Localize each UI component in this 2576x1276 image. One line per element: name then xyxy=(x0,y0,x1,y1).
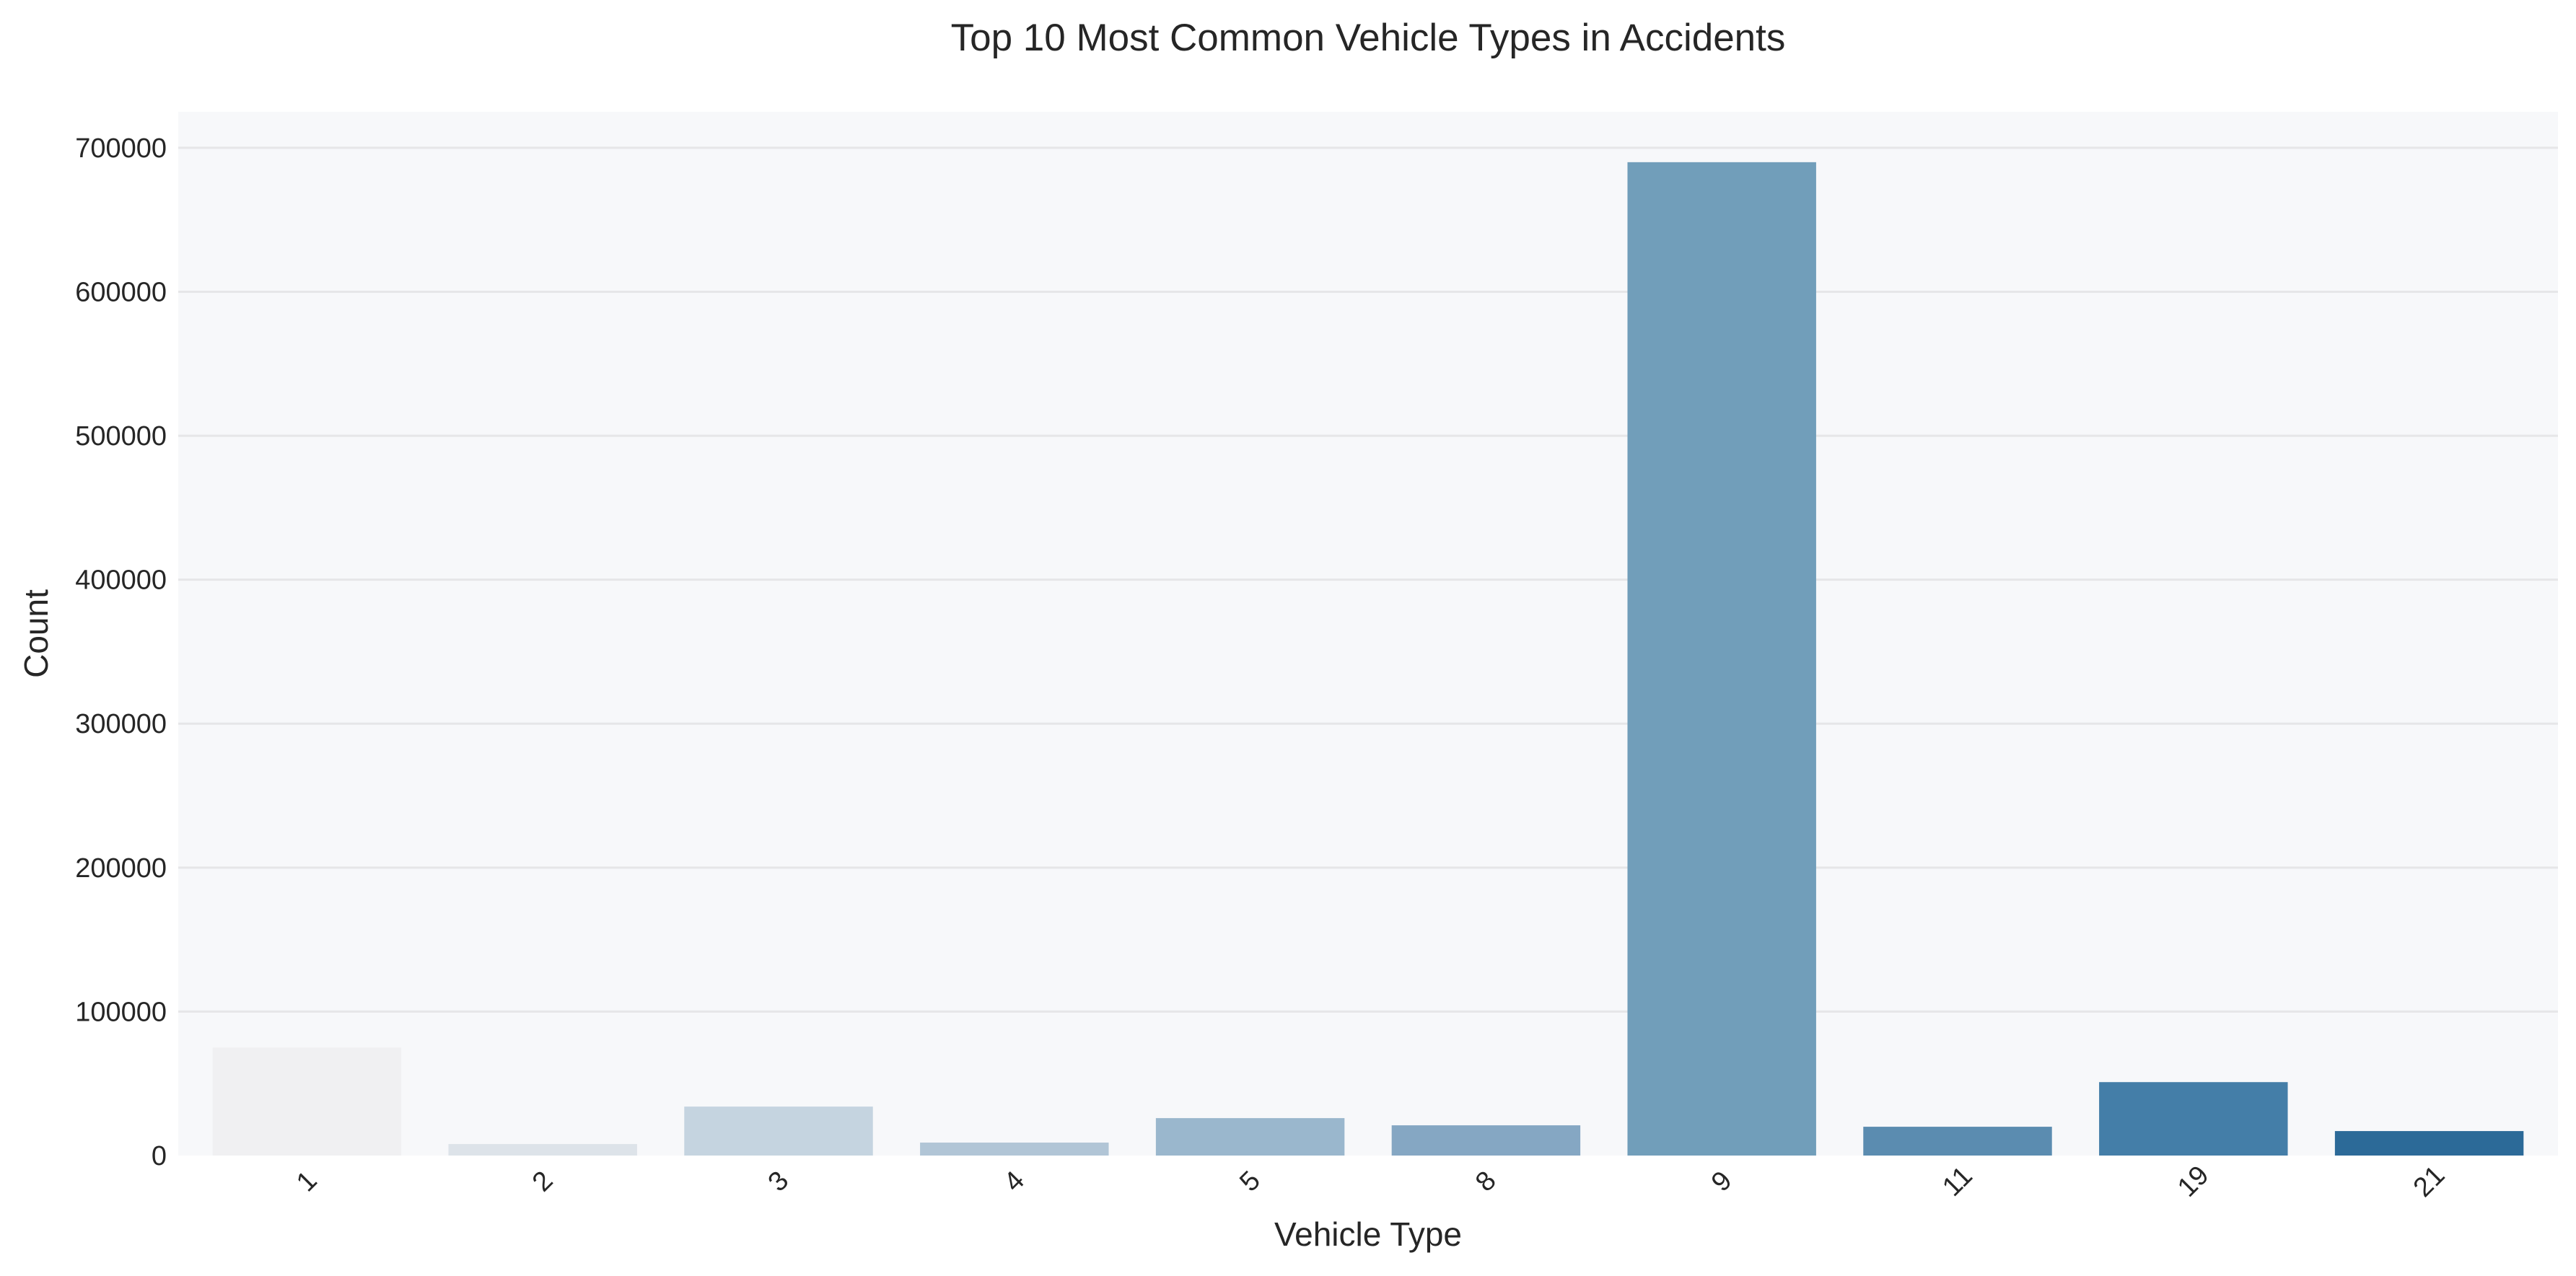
bar-vehicle-type-11 xyxy=(1863,1127,2052,1156)
bars xyxy=(212,162,2524,1156)
x-tick-label: 19 xyxy=(2172,1160,2215,1203)
x-tick-label: 9 xyxy=(1706,1166,1738,1198)
y-tick-label: 700000 xyxy=(75,133,167,164)
y-axis-label: Count xyxy=(17,589,55,678)
x-tick-label: 5 xyxy=(1234,1166,1266,1198)
y-tick-label: 100000 xyxy=(75,997,167,1027)
bar-vehicle-type-8 xyxy=(1391,1125,1581,1156)
bar-vehicle-type-3 xyxy=(684,1106,873,1156)
plot-background xyxy=(178,112,2558,1156)
x-tick-label: 3 xyxy=(763,1166,795,1198)
bar-vehicle-type-19 xyxy=(2099,1082,2288,1156)
y-tick-labels: 0 100000 200000 300000 400000 500000 600000 700… xyxy=(75,133,167,1171)
y-tick-label: 300000 xyxy=(75,709,167,739)
x-tick-label: 2 xyxy=(527,1166,559,1198)
bar-vehicle-type-4 xyxy=(920,1143,1109,1156)
x-tick-label: 21 xyxy=(2408,1160,2451,1203)
y-tick-label: 200000 xyxy=(75,853,167,884)
y-tick-label: 500000 xyxy=(75,421,167,452)
bar-vehicle-type-21 xyxy=(2334,1131,2524,1156)
x-tick-label: 4 xyxy=(998,1166,1030,1198)
bar-vehicle-type-5 xyxy=(1155,1118,1345,1156)
x-tick-label: 8 xyxy=(1470,1166,1502,1198)
chart-title: Top 10 Most Common Vehicle Types in Acci… xyxy=(951,17,1786,59)
x-axis-label: Vehicle Type xyxy=(1274,1215,1462,1253)
x-tick-label: 1 xyxy=(291,1166,323,1198)
y-tick-label: 600000 xyxy=(75,277,167,307)
x-tick-labels: 1 2 3 4 5 8 9 11 19 21 xyxy=(291,1160,2450,1203)
x-tick-label: 11 xyxy=(1937,1161,1979,1202)
y-tick-label: 0 xyxy=(152,1141,167,1171)
bar-vehicle-type-1 xyxy=(212,1047,402,1156)
grid-lines xyxy=(178,146,2558,1013)
bar-vehicle-type-2 xyxy=(448,1144,637,1156)
bar-vehicle-type-9 xyxy=(1627,162,1816,1156)
y-tick-label: 400000 xyxy=(75,566,167,596)
